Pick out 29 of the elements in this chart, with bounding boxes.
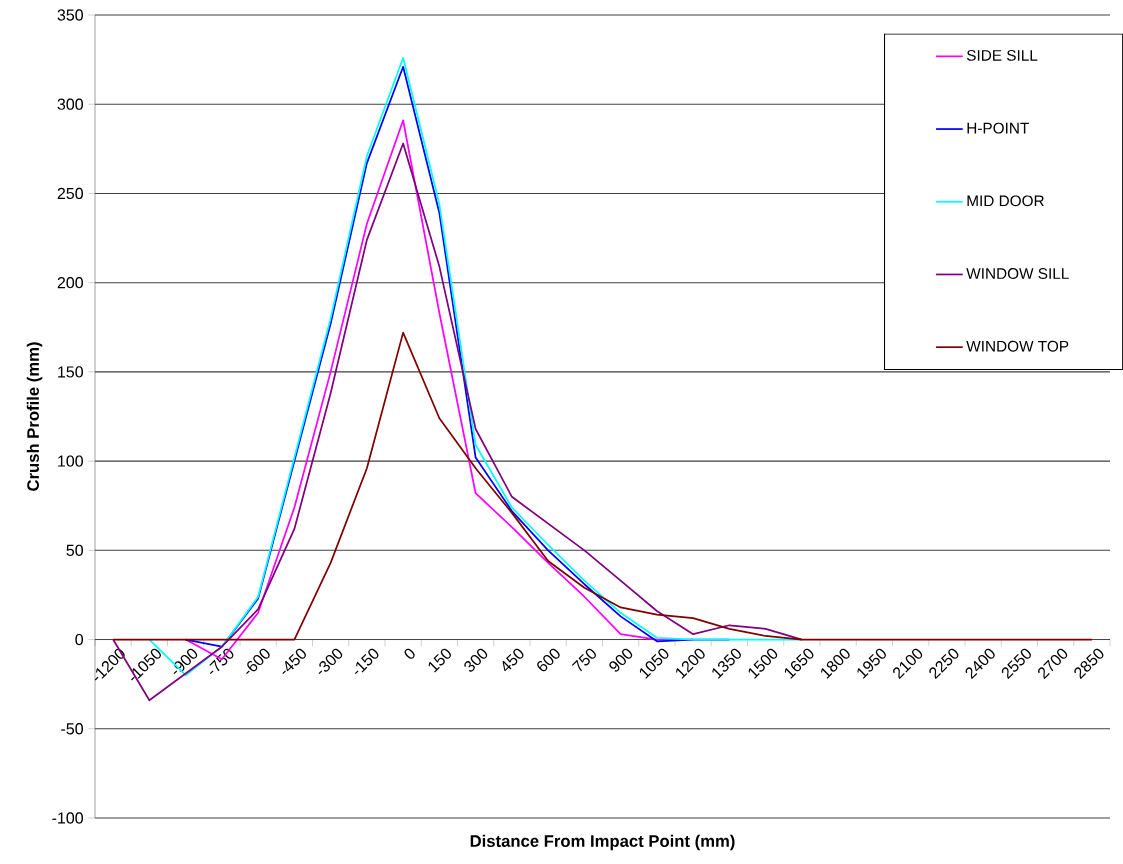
y-tick-label: 50 [66, 544, 83, 556]
y-tick-label: -50 [61, 723, 83, 735]
x-tick-label: 300 [464, 648, 488, 672]
x-axis-title: Distance From Impact Point (mm) [470, 834, 735, 851]
x-tick-label: 750 [571, 648, 596, 672]
y-tick-label: 300 [57, 98, 83, 110]
x-tick-label: -450 [282, 648, 306, 675]
legend-label: MID DOOR [967, 195, 1044, 207]
y-tick-label: 100 [58, 455, 83, 467]
x-tick-label: -300 [318, 648, 343, 675]
legend-label: SIDE SILL [966, 49, 1038, 61]
y-tick-label: 0 [75, 633, 84, 646]
x-tick-label: 450 [502, 648, 524, 672]
legend-label: WINDOW TOP [966, 340, 1069, 352]
x-tick-label: -150 [354, 648, 379, 675]
x-tick-label: -600 [246, 648, 270, 675]
legend-label: WINDOW SILL [966, 268, 1069, 279]
y-tick-label: 250 [57, 187, 83, 200]
x-tick-label: 150 [428, 648, 451, 673]
x-tick-label: 900 [609, 648, 633, 672]
legend-label: H-POINT [967, 122, 1029, 134]
x-tick-label: 600 [537, 648, 560, 672]
y-tick-label: -100 [52, 812, 83, 824]
x-tick-label: 0 [404, 648, 415, 659]
y-axis-title: Crush Profile (mm) [26, 342, 43, 491]
y-tick-label: 350 [57, 9, 83, 21]
y-tick-label: 200 [57, 277, 83, 289]
y-tick-label: 150 [58, 366, 83, 378]
x-tick-label: -750 [209, 648, 234, 675]
